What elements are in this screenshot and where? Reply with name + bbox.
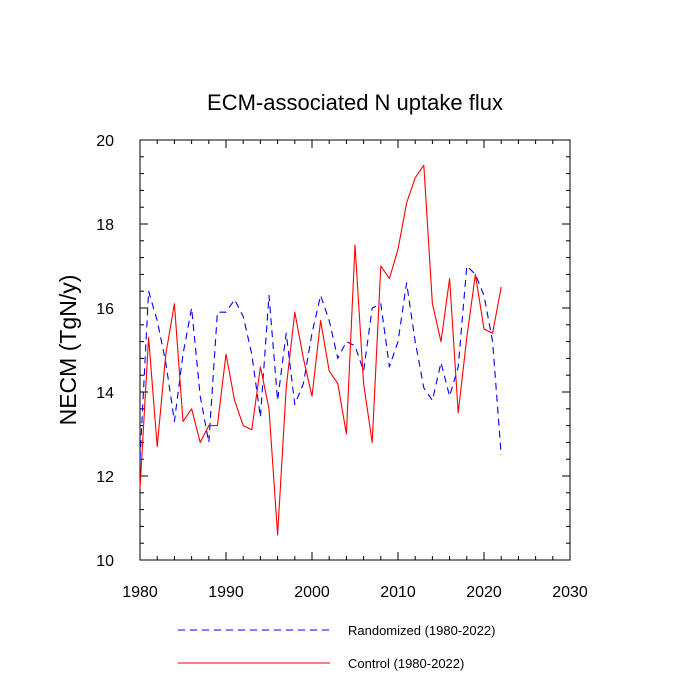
x-axis-tick-labels: 1980 1990 2000 2010 2020 2030 — [122, 584, 588, 601]
plot-area — [139, 139, 571, 561]
legend: Randomized (1980-2022) Control (1980-2022… — [178, 623, 495, 671]
x-tick-label: 2030 — [552, 584, 588, 601]
legend-label: Control (1980-2022) — [348, 656, 464, 671]
y-tick-label: 18 — [96, 217, 114, 234]
y-tick-label: 12 — [96, 469, 114, 486]
x-tick-label: 1990 — [208, 584, 244, 601]
x-tick-label: 2010 — [380, 584, 416, 601]
x-tick-label: 1980 — [122, 584, 158, 601]
axis-ticks — [139, 139, 571, 561]
y-axis-label: NECM (TgN/y) — [55, 275, 81, 426]
series-line-randomized — [139, 265, 502, 460]
series-layer — [139, 164, 502, 536]
series-line-control — [139, 164, 502, 536]
legend-label: Randomized (1980-2022) — [348, 623, 495, 638]
chart-title: ECM-associated N uptake flux — [207, 90, 503, 115]
y-axis-tick-labels: 10 12 14 16 18 20 — [96, 133, 114, 570]
y-tick-label: 10 — [96, 553, 114, 570]
y-tick-label: 20 — [96, 133, 114, 150]
y-tick-label: 16 — [96, 301, 114, 318]
plot-frame — [139, 139, 571, 561]
x-tick-label: 2000 — [294, 584, 330, 601]
y-tick-label: 14 — [96, 385, 114, 402]
x-tick-label: 2020 — [466, 584, 502, 601]
